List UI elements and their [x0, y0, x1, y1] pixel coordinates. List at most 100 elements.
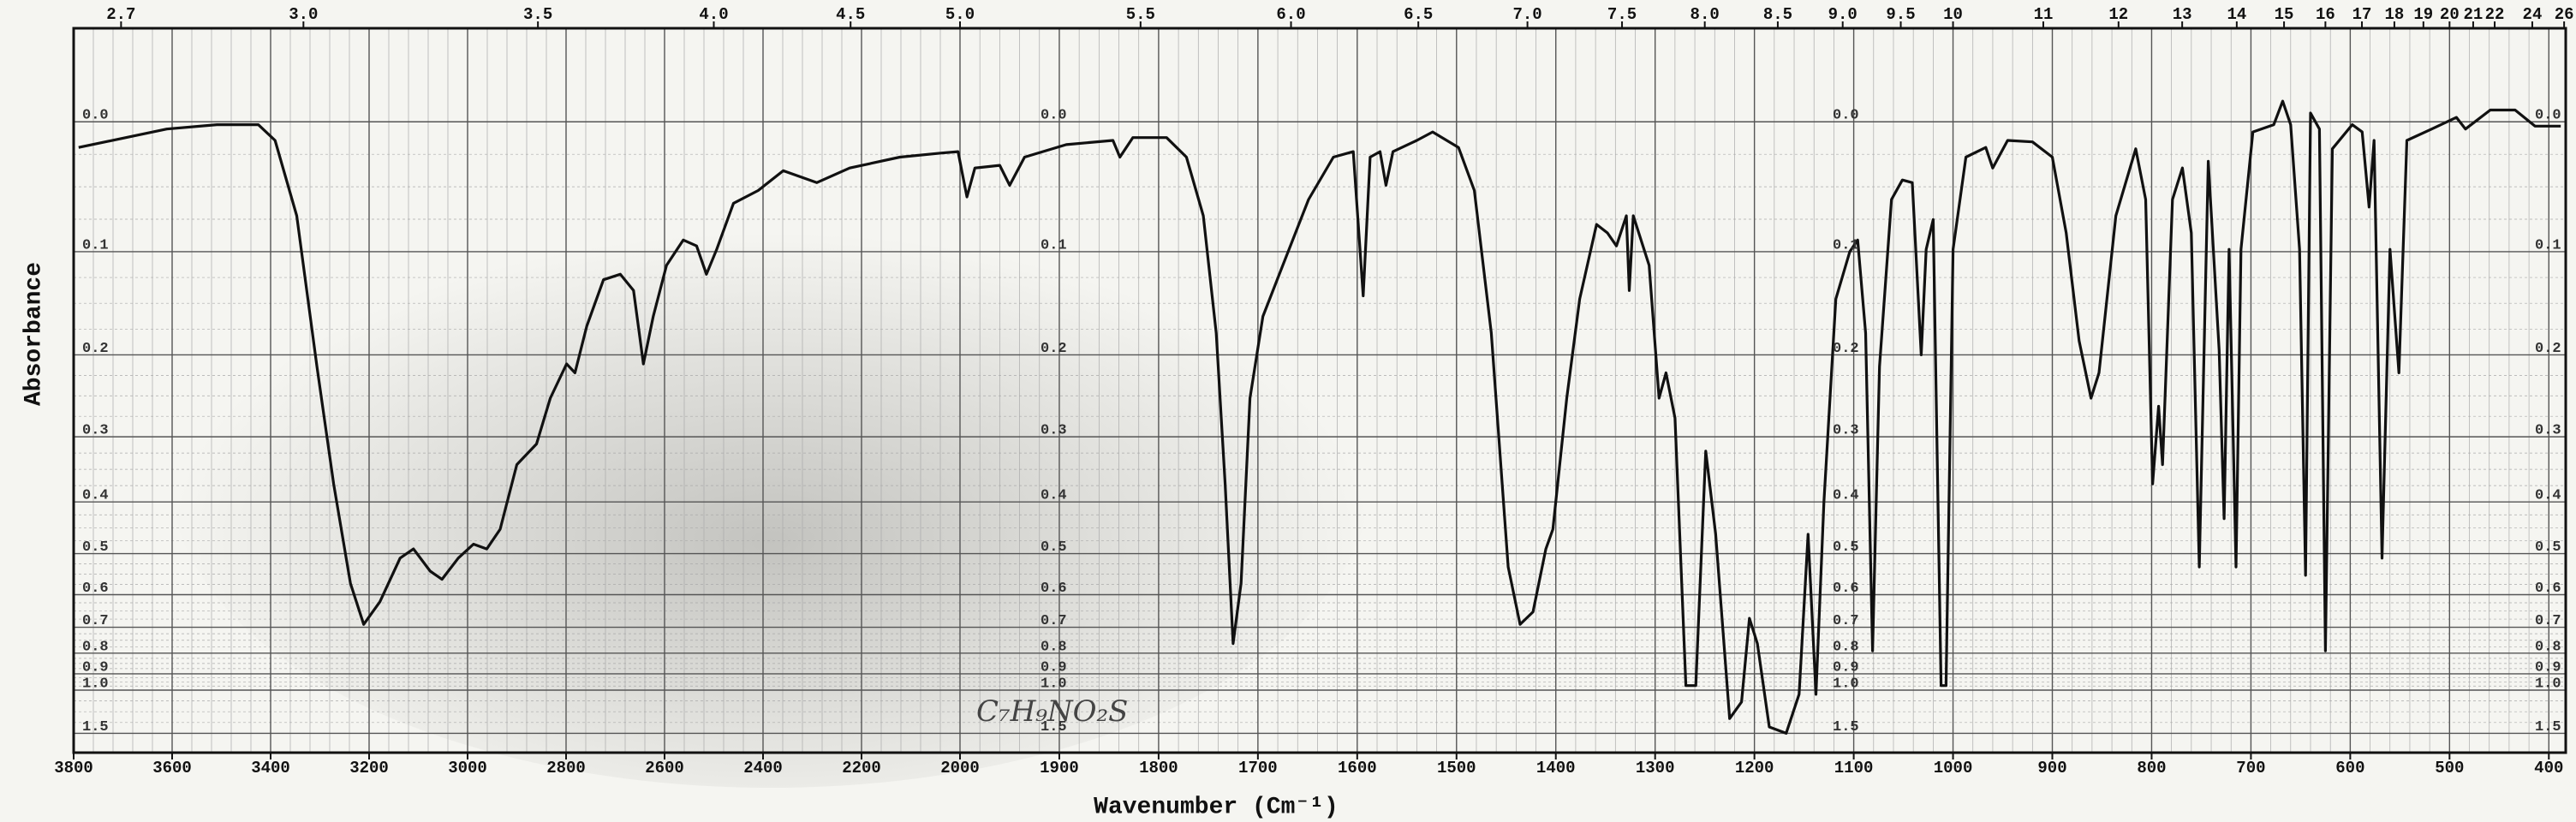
x-tick-label: 1900 — [1040, 759, 1079, 777]
x-tick-label: 1200 — [1735, 759, 1774, 777]
y-tick-label: 1.5 — [2535, 719, 2561, 736]
x2-tick-label: 7.0 — [1512, 5, 1541, 24]
x-tick-label: 700 — [2236, 759, 2265, 777]
y-tick-label: 0.9 — [1833, 659, 1859, 676]
y-tick-label: 0.1 — [82, 237, 109, 253]
x2-tick-label: 5.5 — [1126, 5, 1155, 24]
y-tick-label: 0.2 — [1833, 341, 1859, 357]
x-tick-label: 3000 — [448, 759, 487, 777]
y-tick-label: 1.5 — [1833, 719, 1859, 736]
spectrum-line — [78, 99, 2561, 735]
x2-tick-label: 15 — [2275, 5, 2294, 24]
x-tick-label: 2800 — [546, 759, 586, 777]
x-tick-label: 1800 — [1139, 759, 1178, 777]
x-tick-label: 800 — [2137, 759, 2166, 777]
y-tick-label: 0.2 — [82, 341, 109, 357]
y-tick-label: 0.1 — [1041, 237, 1067, 253]
y-tick-label: 0.4 — [82, 488, 109, 504]
y-tick-label: 0.0 — [2535, 108, 2561, 124]
y-tick-label: 0.8 — [1833, 639, 1859, 655]
y-tick-label: 0.3 — [1833, 423, 1859, 439]
x2-tick-label: 13 — [2173, 5, 2192, 24]
y-tick-label: 1.0 — [1041, 676, 1067, 692]
x-tick-label: 1500 — [1437, 759, 1476, 777]
x-tick-label: 500 — [2435, 759, 2464, 777]
x-tick-label: 400 — [2534, 759, 2563, 777]
x2-tick-label: 3.0 — [289, 5, 318, 24]
x-tick-label: 600 — [2335, 759, 2364, 777]
x2-tick-label: 2.7 — [106, 5, 135, 24]
y-tick-label: 0.9 — [82, 659, 109, 676]
y-tick-label: 1.0 — [1833, 676, 1859, 692]
x-tick-label: 3400 — [251, 759, 290, 777]
x2-tick-label: 7.5 — [1607, 5, 1637, 24]
x2-tick-label: 14 — [2227, 5, 2246, 24]
y-tick-label: 0.3 — [82, 423, 109, 439]
y-tick-label: 1.0 — [2535, 676, 2561, 692]
y-tick-label: 1.0 — [82, 676, 109, 692]
y-tick-label: 0.5 — [82, 539, 109, 556]
plot-frame — [72, 27, 2567, 754]
y-tick-label: 0.1 — [2535, 237, 2561, 253]
y-tick-label: 0.9 — [2535, 659, 2561, 676]
x-tick-label: 3200 — [349, 759, 389, 777]
x2-tick-label: 6.5 — [1404, 5, 1433, 24]
y-tick-label: 0.4 — [1833, 488, 1859, 504]
y-tick-label: 0.7 — [82, 613, 109, 629]
x2-tick-label: 24 — [2523, 5, 2543, 24]
grid — [72, 21, 2567, 759]
y-tick-label: 0.6 — [82, 581, 109, 597]
x2-tick-label: 9.0 — [1828, 5, 1857, 24]
x-tick-label: 2400 — [743, 759, 783, 777]
y-tick-label: 0.0 — [82, 108, 109, 124]
y-tick-label: 0.0 — [1041, 108, 1067, 124]
x2-tick-label: 17 — [2352, 5, 2372, 24]
y-tick-label: 1.5 — [82, 719, 109, 736]
y-tick-label: 0.7 — [2535, 613, 2561, 629]
x-tick-label: 1400 — [1536, 759, 1576, 777]
x2-tick-label: 18 — [2385, 5, 2405, 24]
x2-tick-label: 22 — [2485, 5, 2505, 24]
x2-tick-label: 16 — [2316, 5, 2335, 24]
x2-tick-label: 8.0 — [1690, 5, 1720, 24]
formula-annotation: C₇H₉NO₂S — [976, 694, 1128, 729]
y-tick-label: 0.5 — [1833, 539, 1859, 556]
x-tick-label: 1000 — [1934, 759, 1973, 777]
x-tick-label: 3800 — [54, 759, 93, 777]
y-tick-label: 0.6 — [1041, 581, 1067, 597]
x-tick-label: 2600 — [645, 759, 684, 777]
y-tick-label: 0.8 — [2535, 639, 2561, 655]
y-tick-label: 0.4 — [1041, 488, 1067, 504]
y-tick-label: 0.2 — [2535, 341, 2561, 357]
x2-tick-label: 21 — [2464, 5, 2484, 24]
y-tick-label: 0.1 — [1833, 237, 1859, 253]
y-tick-label: 0.8 — [1041, 639, 1067, 655]
y-tick-label: 0.6 — [1833, 581, 1859, 597]
x-tick-label: 1100 — [1834, 759, 1874, 777]
y-tick-label: 0.2 — [1041, 341, 1067, 357]
y-tick-label: 1.5 — [1041, 719, 1067, 736]
y-tick-label: 0.0 — [1833, 108, 1859, 124]
y-axis-title: Absorbance — [21, 262, 47, 406]
x2-tick-label: 10 — [1943, 5, 1963, 24]
x2-tick-label: 5.0 — [945, 5, 975, 24]
y-tick-label: 0.5 — [2535, 539, 2561, 556]
x2-tick-label: 6.0 — [1276, 5, 1305, 24]
x-tick-label: 1700 — [1238, 759, 1278, 777]
y-tick-label: 0.7 — [1041, 613, 1067, 629]
y-tick-label: 0.6 — [2535, 581, 2561, 597]
y-tick-label: 0.3 — [1041, 423, 1067, 439]
x2-tick-label: 12 — [2108, 5, 2128, 24]
y-tick-label: 0.9 — [1041, 659, 1067, 676]
scan-shading — [171, 171, 1370, 788]
plot — [78, 99, 2561, 735]
x2-tick-label: 11 — [2034, 5, 2054, 24]
y-tick-label: 0.7 — [1833, 613, 1859, 629]
x-tick-label: 3600 — [152, 759, 192, 777]
x2-tick-label: 19 — [2413, 5, 2433, 24]
x2-tick-label: 4.0 — [699, 5, 728, 24]
y-tick-label: 0.5 — [1041, 539, 1067, 556]
